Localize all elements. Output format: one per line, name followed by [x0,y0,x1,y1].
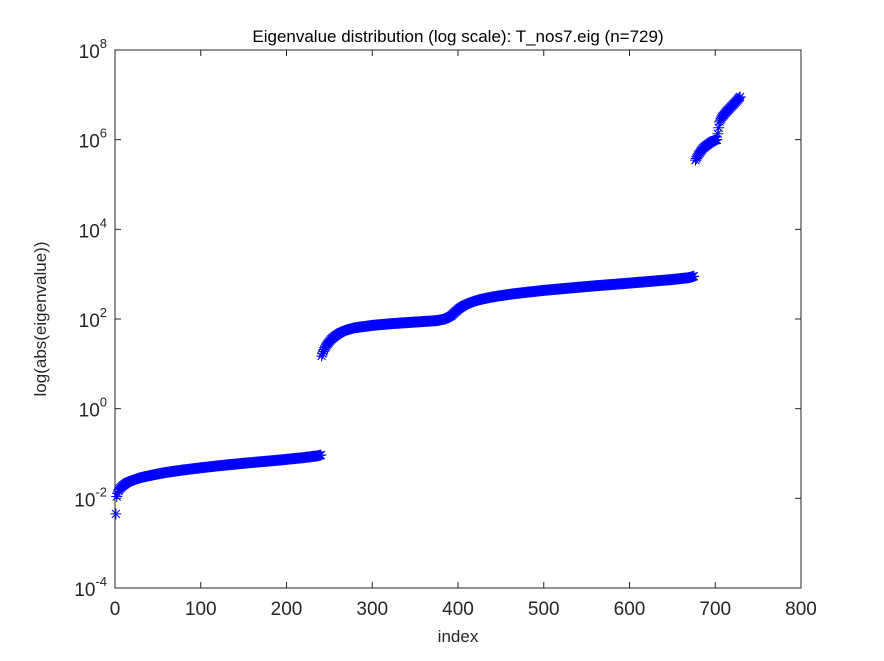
data-point [318,343,330,355]
y-axis-label: log(abs(eigenvalue)) [31,242,50,397]
y-tick-exponent: 2 [100,305,107,320]
data-point [315,449,327,461]
x-tick-label: 100 [185,599,217,620]
x-axis-label: index [438,627,479,646]
y-tick-label: 100 [79,395,107,422]
y-tick-exponent: -4 [95,574,107,589]
y-tick-label: 108 [79,36,107,63]
x-tick-label: 500 [528,599,560,620]
y-tick-base: 10 [74,580,95,601]
data-point [316,350,328,362]
data-point [110,508,122,520]
y-tick-base: 10 [79,221,100,242]
x-tick-label: 0 [110,599,121,620]
x-tick-label: 300 [356,599,388,620]
data-point [713,122,725,134]
data-point [714,114,726,126]
y-tick-label: 10-2 [74,484,107,511]
data-point [688,270,700,282]
chart-title: Eigenvalue distribution (log scale): T_n… [252,27,663,46]
data-point [691,151,703,163]
data-series [110,91,746,520]
y-tick-base: 10 [79,311,100,332]
y-tick-base: 10 [74,490,95,511]
x-axis-ticks: 0 100 200 300 400 500 600 700 800 [110,50,817,620]
plot-area [114,49,802,589]
data-point [111,490,123,502]
data-point [317,348,329,360]
y-tick-base: 10 [79,42,100,63]
y-tick-exponent: 0 [100,395,107,410]
data-point [714,116,726,128]
data-point [711,134,723,146]
data-point [690,154,702,166]
y-tick-base: 10 [79,401,100,422]
y-tick-base: 10 [79,132,100,153]
y-tick-label: 102 [79,305,107,332]
y-tick-exponent: 8 [100,36,107,51]
data-point [112,487,124,499]
x-tick-label: 800 [785,599,817,620]
y-tick-exponent: 4 [100,215,107,230]
y-tick-label: 106 [79,126,107,153]
data-point [112,485,124,497]
x-tick-label: 700 [699,599,731,620]
x-tick-label: 200 [271,599,303,620]
y-tick-label: 10-4 [74,574,107,601]
x-tick-label: 600 [614,599,646,620]
y-tick-exponent: -2 [95,484,107,499]
data-point [734,91,746,103]
data-point [712,128,724,140]
data-point [715,113,727,125]
x-tick-label: 400 [442,599,474,620]
data-point [690,152,702,164]
y-tick-label: 104 [79,215,107,242]
y-tick-exponent: 6 [100,126,107,141]
data-point [317,345,329,357]
